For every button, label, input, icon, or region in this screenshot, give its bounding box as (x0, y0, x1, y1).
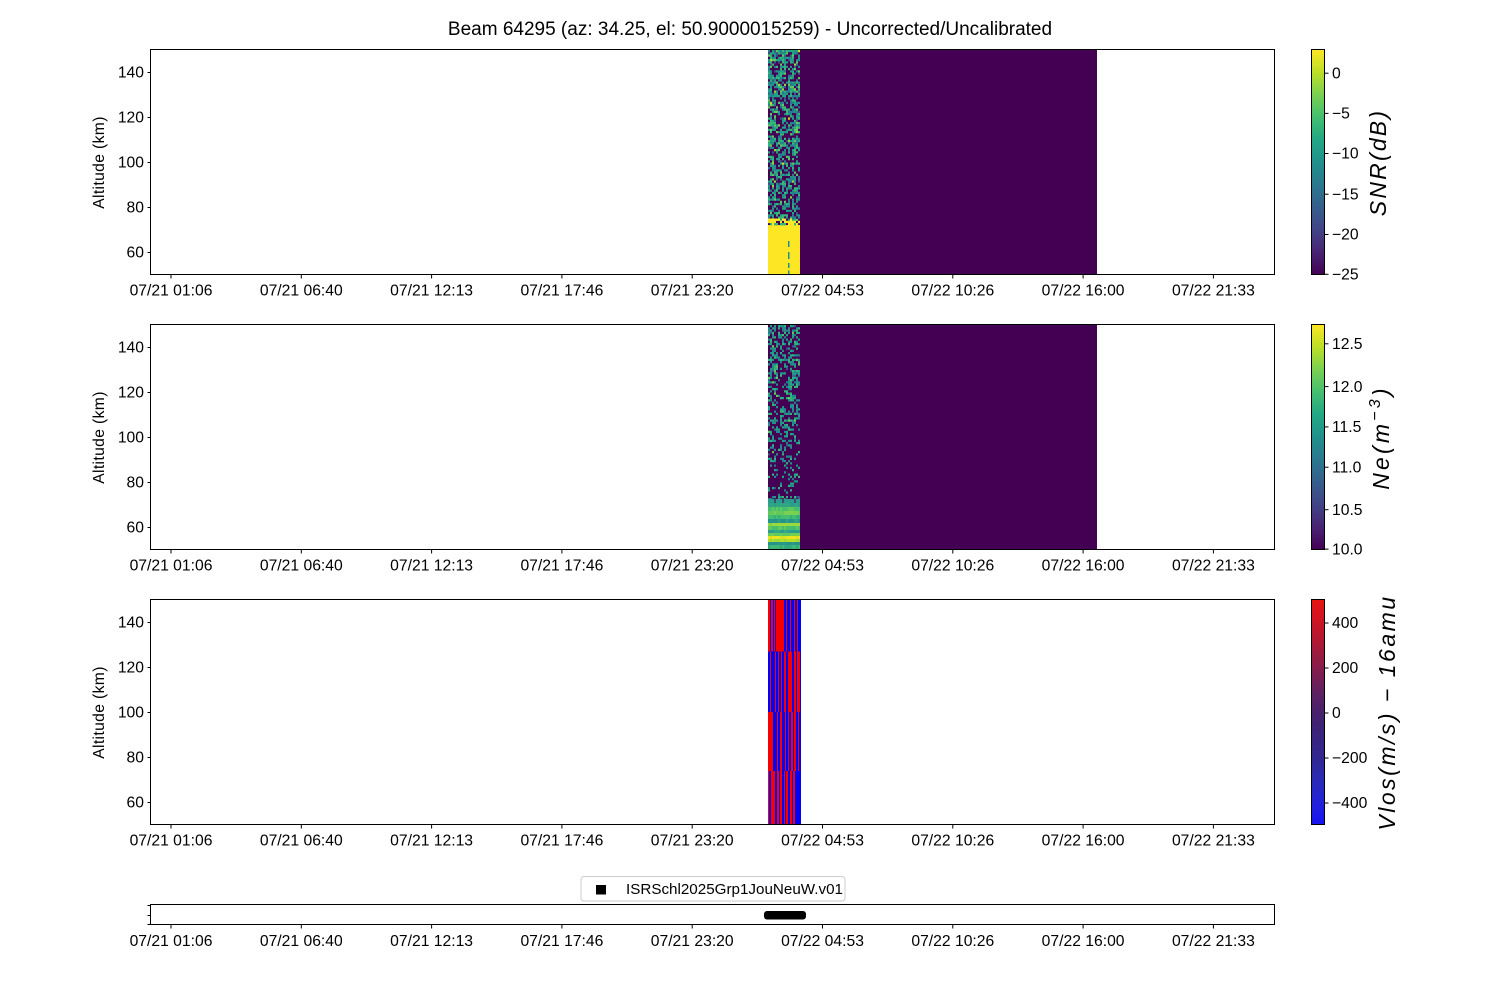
svg-text:80: 80 (127, 200, 145, 217)
svg-text:Altitude (km): Altitude (km) (91, 116, 108, 209)
svg-text:07/21 17:46: 07/21 17:46 (520, 833, 603, 850)
svg-text:07/21 12:13: 07/21 12:13 (390, 833, 473, 850)
svg-text:−400: −400 (1332, 795, 1368, 812)
svg-text:12.0: 12.0 (1332, 379, 1363, 396)
svg-text:07/21 06:40: 07/21 06:40 (260, 283, 343, 300)
svg-text:−5: −5 (1332, 106, 1350, 123)
svg-text:07/21 06:40: 07/21 06:40 (260, 933, 343, 950)
svg-text:0: 0 (1332, 65, 1341, 82)
svg-text:07/22 04:53: 07/22 04:53 (781, 833, 864, 850)
svg-text:120: 120 (118, 110, 144, 127)
svg-text:120: 120 (118, 660, 144, 677)
svg-text:07/22 04:53: 07/22 04:53 (781, 933, 864, 950)
svg-text:07/22 16:00: 07/22 16:00 (1042, 558, 1125, 575)
svg-text:10.0: 10.0 (1332, 541, 1363, 558)
svg-text:−200: −200 (1332, 750, 1368, 767)
svg-text:07/22 21:33: 07/22 21:33 (1172, 833, 1255, 850)
svg-text:120: 120 (118, 385, 144, 402)
svg-text:07/21 01:06: 07/21 01:06 (130, 933, 213, 950)
svg-text:12.5: 12.5 (1332, 336, 1363, 353)
svg-text:200: 200 (1332, 660, 1358, 677)
svg-text:07/22 16:00: 07/22 16:00 (1042, 833, 1125, 850)
svg-text:Vlos(m/s) − 16amu: Vlos(m/s) − 16amu (1374, 594, 1400, 830)
svg-text:−15: −15 (1332, 186, 1359, 203)
svg-text:07/21 01:06: 07/21 01:06 (130, 283, 213, 300)
svg-text:07/22 10:26: 07/22 10:26 (911, 283, 994, 300)
svg-text:100: 100 (118, 705, 144, 722)
svg-text:100: 100 (118, 155, 144, 172)
svg-text:11.5: 11.5 (1332, 419, 1362, 436)
svg-text:07/22 16:00: 07/22 16:00 (1042, 933, 1125, 950)
svg-text:07/21 17:46: 07/21 17:46 (520, 558, 603, 575)
svg-text:−25: −25 (1332, 267, 1359, 284)
svg-text:07/21 23:20: 07/21 23:20 (651, 933, 734, 950)
svg-text:07/22 04:53: 07/22 04:53 (781, 283, 864, 300)
svg-text:07/21 17:46: 07/21 17:46 (520, 283, 603, 300)
svg-text:07/21 06:40: 07/21 06:40 (260, 833, 343, 850)
svg-text:400: 400 (1332, 615, 1358, 632)
svg-text:10.5: 10.5 (1332, 502, 1363, 519)
svg-text:Altitude (km): Altitude (km) (91, 666, 108, 759)
svg-text:07/21 01:06: 07/21 01:06 (130, 558, 213, 575)
svg-text:140: 140 (118, 615, 144, 632)
svg-text:07/22 21:33: 07/22 21:33 (1172, 283, 1255, 300)
svg-text:07/21 12:13: 07/21 12:13 (390, 558, 473, 575)
svg-text:07/22 04:53: 07/22 04:53 (781, 558, 864, 575)
svg-text:07/22 10:26: 07/22 10:26 (911, 558, 994, 575)
svg-text:07/22 21:33: 07/22 21:33 (1172, 933, 1255, 950)
svg-text:07/22 16:00: 07/22 16:00 (1042, 283, 1125, 300)
svg-text:07/21 12:13: 07/21 12:13 (390, 283, 473, 300)
svg-text:60: 60 (127, 245, 145, 262)
svg-text:07/21 23:20: 07/21 23:20 (651, 283, 734, 300)
svg-text:60: 60 (127, 520, 145, 537)
svg-text:07/21 17:46: 07/21 17:46 (520, 933, 603, 950)
svg-text:Beam 64295 (az: 34.25, el: 50.: Beam 64295 (az: 34.25, el: 50.9000015259… (448, 19, 1052, 40)
svg-text:11.0: 11.0 (1332, 459, 1362, 476)
svg-text:140: 140 (118, 340, 144, 357)
svg-text:140: 140 (118, 65, 144, 82)
svg-text:07/21 23:20: 07/21 23:20 (651, 833, 734, 850)
svg-text:07/22 21:33: 07/22 21:33 (1172, 558, 1255, 575)
svg-text:SNR(dB): SNR(dB) (1365, 109, 1391, 216)
svg-text:80: 80 (127, 750, 145, 767)
svg-text:07/21 23:20: 07/21 23:20 (651, 558, 734, 575)
svg-text:0: 0 (1332, 705, 1341, 722)
svg-text:80: 80 (127, 475, 145, 492)
svg-text:ISRSchl2025Grp1JouNeuW.v01: ISRSchl2025Grp1JouNeuW.v01 (626, 881, 843, 898)
svg-text:07/22 10:26: 07/22 10:26 (911, 833, 994, 850)
svg-text:07/21 01:06: 07/21 01:06 (130, 833, 213, 850)
svg-text:−10: −10 (1332, 146, 1359, 163)
svg-text:07/21 06:40: 07/21 06:40 (260, 558, 343, 575)
svg-text:07/22 10:26: 07/22 10:26 (911, 933, 994, 950)
svg-text:60: 60 (127, 795, 145, 812)
svg-text:07/21 12:13: 07/21 12:13 (390, 933, 473, 950)
svg-text:−20: −20 (1332, 227, 1359, 244)
svg-text:Altitude (km): Altitude (km) (91, 391, 108, 484)
svg-text:100: 100 (118, 430, 144, 447)
